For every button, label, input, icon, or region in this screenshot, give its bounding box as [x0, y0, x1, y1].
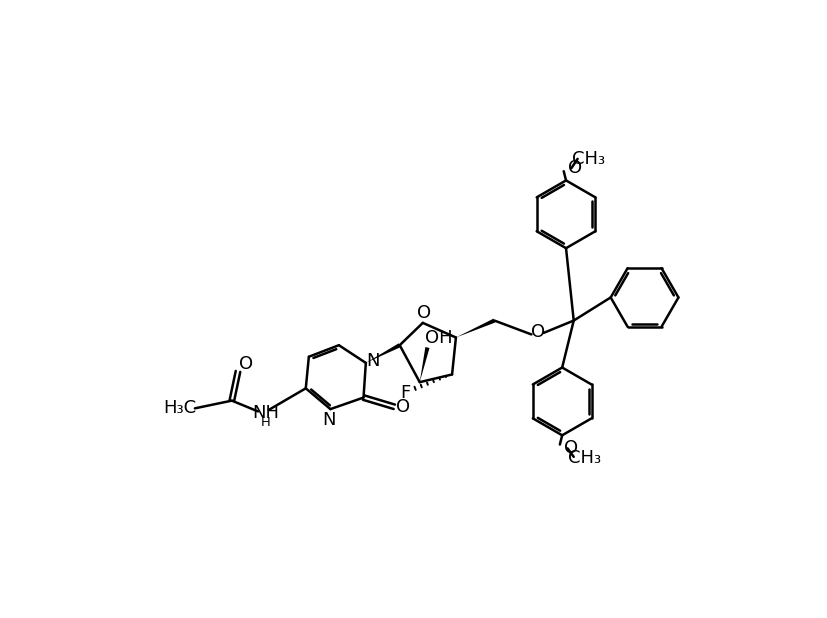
Text: O: O: [238, 355, 252, 373]
Text: H₃C: H₃C: [163, 399, 196, 417]
Text: NH: NH: [252, 404, 279, 422]
Text: O: O: [566, 159, 581, 177]
Text: F: F: [399, 384, 409, 402]
Text: CH₃: CH₃: [571, 150, 605, 168]
Text: OH: OH: [424, 329, 452, 347]
Text: O: O: [396, 398, 410, 416]
Polygon shape: [366, 344, 400, 363]
Text: N: N: [322, 411, 335, 429]
Polygon shape: [419, 347, 429, 382]
Text: O: O: [563, 439, 577, 457]
Text: O: O: [417, 304, 431, 322]
Text: O: O: [531, 323, 545, 341]
Polygon shape: [456, 319, 495, 337]
Text: H: H: [261, 416, 270, 429]
Text: CH₃: CH₃: [567, 449, 600, 467]
Text: N: N: [366, 352, 379, 370]
